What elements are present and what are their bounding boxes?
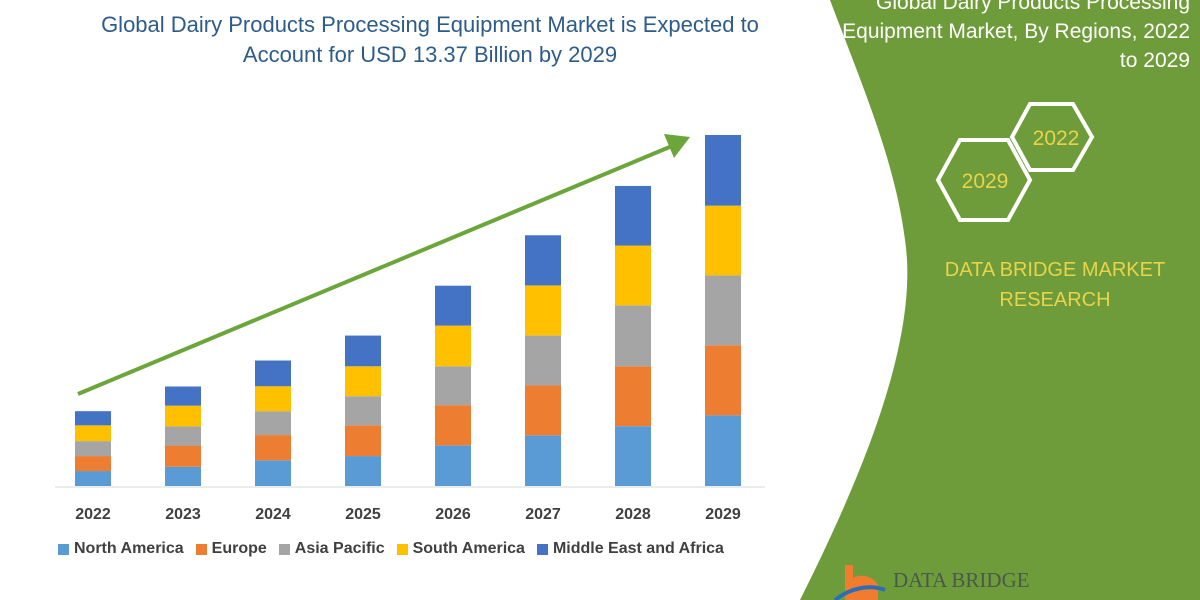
legend-item: North America [58, 540, 184, 558]
x-tick-label: 2024 [255, 506, 291, 523]
bar-segment-2023-4 [165, 386, 201, 406]
x-tick-label: 2029 [705, 506, 741, 523]
bar-segment-2029-4 [705, 135, 741, 206]
bar-segment-2027-2 [525, 335, 561, 386]
legend-label: North America [74, 540, 184, 557]
bar-segment-2025-0 [345, 456, 381, 486]
legend-label: Asia Pacific [294, 540, 385, 557]
bar-segment-2024-1 [255, 435, 291, 461]
bar-segment-2026-0 [435, 445, 471, 486]
logo-text: DATA BRIDGE [893, 568, 1030, 592]
legend-label: South America [412, 540, 525, 557]
bar-segment-2023-3 [165, 405, 201, 427]
bar-segment-2024-3 [255, 386, 291, 412]
legend-item: Asia Pacific [278, 540, 385, 558]
bar-segment-2024-4 [255, 360, 291, 387]
bar-segment-2023-2 [165, 426, 201, 446]
bar-segment-2025-1 [345, 425, 381, 457]
bars [75, 135, 741, 486]
bar-segment-2027-1 [525, 385, 561, 436]
bar-segment-2025-4 [345, 335, 381, 367]
legend-swatch [278, 543, 290, 555]
x-tick-label: 2025 [345, 506, 381, 523]
x-tick-label: 2023 [165, 506, 201, 523]
legend-swatch [58, 543, 69, 555]
hex-label-2029: 2029 [962, 170, 1009, 193]
bar-segment-2027-3 [525, 285, 561, 336]
legend-label: Europe [211, 540, 267, 557]
bar-segment-2029-1 [705, 345, 741, 416]
bar-segment-2028-3 [615, 245, 651, 306]
chart-title: Global Dairy Products Processing Equipme… [101, 12, 759, 67]
bar-segment-2028-2 [615, 305, 651, 367]
side-panel-title: Global Dairy Products Processing Equipme… [842, 0, 1190, 72]
trend-arrow [77, 134, 690, 396]
bar-segment-2025-3 [345, 366, 381, 397]
legend-item: South America [396, 540, 525, 558]
bar-segment-2027-0 [525, 435, 561, 486]
bar-segment-2029-0 [705, 415, 741, 486]
bar-segment-2022-2 [75, 441, 111, 457]
bar-segment-2023-0 [165, 466, 201, 486]
legend-swatch [396, 543, 408, 555]
x-tick-label: 2022 [75, 506, 111, 523]
legend-item: Middle East and Africa [536, 540, 724, 558]
bar-segment-2028-1 [615, 366, 651, 427]
bar-segment-2026-1 [435, 405, 471, 446]
bar-segment-2025-2 [345, 396, 381, 426]
logo-icon [833, 565, 886, 600]
x-tick-label: 2026 [435, 506, 471, 523]
x-tick-label: 2028 [615, 506, 651, 523]
legend: North America Europe Asia Pacific South … [58, 540, 724, 558]
bar-segment-2027-4 [525, 235, 561, 286]
bar-segment-2028-4 [615, 185, 651, 246]
legend-swatch [195, 543, 207, 555]
bar-segment-2026-3 [435, 325, 471, 367]
bar-segment-2026-4 [435, 285, 471, 326]
x-tick-labels: 2022 2023 2024 2025 2026 2027 2028 2029 [75, 506, 741, 523]
bar-segment-2022-3 [75, 425, 111, 442]
bar-segment-2029-3 [705, 205, 741, 276]
bar-segment-2022-0 [75, 471, 111, 486]
bar-segment-2023-1 [165, 445, 201, 467]
hexagon-2029 [935, 138, 1033, 222]
hexagon-2022 [1009, 102, 1095, 172]
brand-name: DATA BRIDGE MARKET RESEARCH [944, 259, 1166, 311]
x-tick-label: 2027 [525, 506, 561, 523]
bar-segment-2024-2 [255, 411, 291, 436]
legend-label: Middle East and Africa [552, 540, 724, 557]
bar-segment-2024-0 [255, 460, 291, 486]
bar-segment-2029-2 [705, 275, 741, 346]
bar-segment-2028-0 [615, 426, 651, 486]
legend-swatch [536, 543, 548, 555]
bar-segment-2022-1 [75, 456, 111, 472]
legend-item: Europe [195, 540, 267, 558]
side-panel-background [800, 0, 1200, 600]
hex-label-2022: 2022 [1033, 127, 1080, 150]
bar-segment-2026-2 [435, 366, 471, 406]
bar-segment-2022-4 [75, 411, 111, 426]
